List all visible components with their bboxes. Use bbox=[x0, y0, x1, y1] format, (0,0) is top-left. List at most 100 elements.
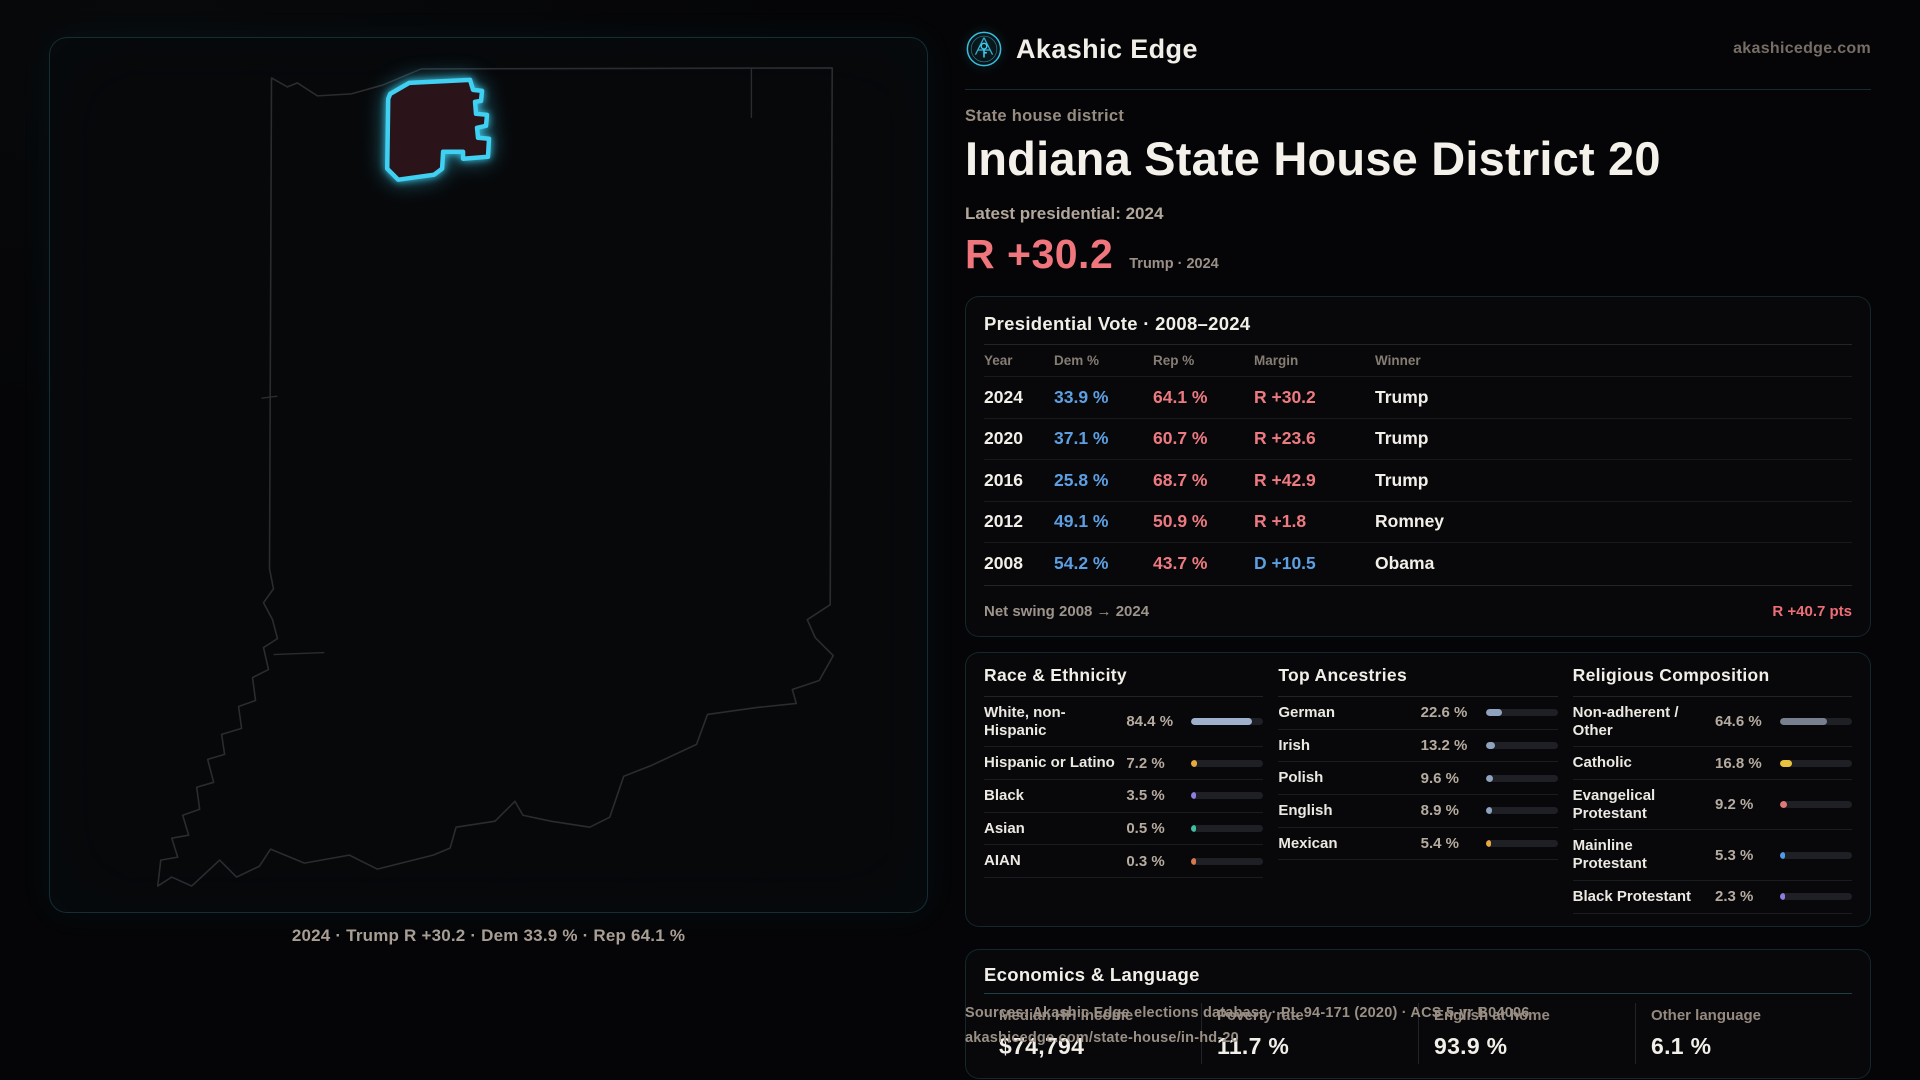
page-title: Indiana State House District 20 bbox=[965, 132, 1661, 185]
stat-label: Other language bbox=[1651, 1007, 1762, 1024]
demo-row: Polish 9.6 % bbox=[1278, 762, 1558, 796]
map-caption: 2024 · Trump R +30.2 · Dem 33.9 % · Rep … bbox=[291, 926, 686, 945]
demo-row: AIAN 0.3 % bbox=[984, 845, 1264, 879]
col-year: Year bbox=[984, 353, 1013, 368]
col-margin: Margin bbox=[1254, 353, 1299, 368]
headline: R +30.2 Trump · 2024 bbox=[965, 231, 1219, 278]
demo-bar-fill bbox=[1485, 709, 1502, 717]
table-row: 2020 37.1 % 60.7 % R +23.6 Trump bbox=[984, 419, 1852, 460]
map-card bbox=[49, 37, 928, 913]
top-ancestries-rows: German 22.6 % Irish 13.2 % Polish 9.6 % Englis… bbox=[1278, 697, 1558, 861]
brand-logo-icon bbox=[966, 31, 1002, 67]
demo-row: Evangelical Protestant 9.2 % bbox=[1572, 780, 1852, 831]
stat-cell: Other language 6.1 % bbox=[1635, 1003, 1852, 1064]
stat-label: Median HH income bbox=[999, 1007, 1134, 1024]
demo-row: Non-adherent / Other 64.6 % bbox=[1572, 697, 1852, 748]
table-cell: 2016 bbox=[984, 469, 1023, 490]
demo-label: Non-adherent / Other bbox=[1572, 704, 1679, 739]
presidential-column-headers: Year Dem % Rep % Margin Winner bbox=[984, 345, 1852, 377]
demo-row: White, non-Hispanic 84.4 % bbox=[984, 697, 1264, 748]
table-cell: Trump bbox=[1375, 386, 1429, 407]
table-row: 2024 33.9 % 64.1 % R +30.2 Trump bbox=[984, 377, 1852, 419]
table-cell: R +1.8 bbox=[1254, 511, 1307, 532]
map-border-fragment bbox=[261, 67, 753, 656]
demo-bar-fill bbox=[1780, 718, 1827, 726]
demo-bar-track bbox=[1191, 759, 1264, 767]
kicker: State house district bbox=[965, 107, 1125, 125]
economics-stats: Median HH income $74,794 Poverty rate 11.7 … bbox=[984, 1003, 1852, 1064]
demo-bar-fill bbox=[1780, 851, 1785, 859]
demo-bar-fill bbox=[1191, 825, 1197, 833]
demo-label: Mexican bbox=[1278, 834, 1338, 852]
demo-label: German bbox=[1278, 704, 1336, 721]
demo-label: English bbox=[1278, 802, 1333, 820]
table-cell: 68.7 % bbox=[1153, 469, 1208, 490]
demo-label: Polish bbox=[1278, 769, 1324, 787]
district-20-shape[interactable] bbox=[384, 77, 492, 182]
demo-label: Black bbox=[984, 787, 1025, 805]
presidential-panel: Presidential Vote · 2008–2024 Year Dem %… bbox=[965, 296, 1871, 637]
net-swing-value: R +40.7 pts bbox=[1772, 602, 1852, 620]
demo-value: 13.2 % bbox=[1420, 737, 1468, 755]
table-row: 2012 49.1 % 50.9 % R +1.8 Romney bbox=[984, 502, 1852, 543]
headline-detail: Trump · 2024 bbox=[1129, 256, 1219, 272]
demo-label: Evangelical Protestant bbox=[1572, 787, 1656, 822]
headline-margin: R +30.2 bbox=[965, 231, 1114, 277]
stat-label: Poverty rate bbox=[1217, 1007, 1304, 1024]
demo-label: Mainline Protestant bbox=[1572, 837, 1647, 873]
table-cell: 49.1 % bbox=[1054, 511, 1109, 532]
table-cell: Romney bbox=[1375, 511, 1445, 532]
presidential-title: Presidential Vote · 2008–2024 bbox=[984, 313, 1251, 334]
col-rep: Rep % bbox=[1153, 353, 1195, 368]
demo-value: 16.8 % bbox=[1715, 754, 1762, 772]
demo-bar-fill bbox=[1485, 742, 1496, 750]
demo-value: 2.3 % bbox=[1715, 888, 1754, 906]
table-cell: Obama bbox=[1375, 553, 1435, 574]
table-cell: 2020 bbox=[984, 428, 1023, 449]
demo-label: Catholic bbox=[1572, 754, 1632, 772]
demo-row: Black 3.5 % bbox=[984, 780, 1264, 813]
demo-bar-fill bbox=[1485, 807, 1493, 815]
demo-label: AIAN bbox=[984, 852, 1021, 870]
demo-bar-track bbox=[1191, 857, 1264, 865]
demo-value: 0.3 % bbox=[1126, 852, 1165, 870]
demo-row: English 8.9 % bbox=[1278, 795, 1558, 828]
demo-bar-track bbox=[1485, 774, 1558, 782]
demo-row: Asian 0.5 % bbox=[984, 813, 1264, 846]
demographics-panel: Race & Ethnicity White, non-Hispanic 84.4… bbox=[965, 652, 1871, 927]
top-ancestries-title: Top Ancestries bbox=[1278, 665, 1558, 697]
demo-bar-track bbox=[1191, 718, 1264, 726]
demo-value: 8.9 % bbox=[1420, 802, 1460, 820]
table-cell: 2012 bbox=[984, 511, 1023, 532]
indiana-state-outline bbox=[156, 67, 835, 887]
stat-cell: Poverty rate 11.7 % bbox=[1201, 1003, 1418, 1064]
table-cell: 64.1 % bbox=[1153, 386, 1208, 407]
demo-row: Mainline Protestant 5.3 % bbox=[1572, 830, 1852, 881]
demo-value: 64.6 % bbox=[1715, 713, 1762, 731]
demo-bar-fill bbox=[1780, 801, 1787, 809]
brand-name: Akashic Edge bbox=[1016, 33, 1198, 64]
table-cell: Trump bbox=[1375, 428, 1429, 449]
demo-bar-track bbox=[1780, 893, 1852, 901]
demo-bar-fill bbox=[1191, 759, 1197, 767]
demo-value: 9.2 % bbox=[1715, 796, 1754, 814]
demo-bar-fill bbox=[1191, 857, 1197, 865]
demo-bar-track bbox=[1485, 807, 1558, 815]
demo-bar-fill bbox=[1780, 893, 1785, 901]
demo-bar-track bbox=[1780, 851, 1852, 859]
demo-value: 5.3 % bbox=[1715, 846, 1754, 864]
demo-label: Irish bbox=[1278, 736, 1311, 754]
table-cell: 43.7 % bbox=[1153, 553, 1208, 574]
table-cell: R +30.2 bbox=[1254, 386, 1316, 407]
stat-value: $74,794 bbox=[999, 1033, 1085, 1059]
stat-value: 93.9 % bbox=[1434, 1033, 1508, 1059]
table-cell: 60.7 % bbox=[1153, 428, 1208, 449]
demo-row: Hispanic or Latino 7.2 % bbox=[984, 747, 1264, 781]
demo-bar-track bbox=[1780, 759, 1852, 767]
demo-bar-track bbox=[1485, 742, 1558, 750]
demo-bar-track bbox=[1485, 840, 1558, 848]
latest-label: Latest presidential: 2024 bbox=[965, 204, 1164, 223]
demo-value: 5.4 % bbox=[1420, 835, 1460, 853]
demo-value: 9.6 % bbox=[1420, 769, 1460, 787]
